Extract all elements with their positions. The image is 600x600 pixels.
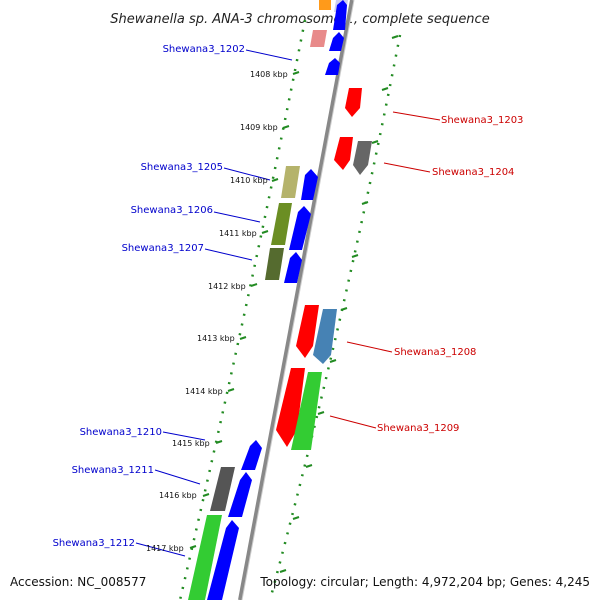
gene-red-1209[interactable] [276, 368, 305, 447]
gene-blue-top-b[interactable] [329, 32, 344, 51]
gene-green-1212[interactable] [188, 515, 222, 600]
gene-gray-1211[interactable] [210, 467, 235, 511]
kbp-label: 1415 kbp [172, 439, 210, 448]
gene-label-reverse[interactable]: Shewana3_1203 [441, 115, 523, 126]
kbp-label: 1412 kbp [208, 282, 246, 291]
gene-partial-pink[interactable] [310, 30, 327, 47]
chromosome-backbone [238, 0, 354, 600]
gene-green-1209b[interactable] [291, 372, 322, 450]
ruler-lines [178, 19, 402, 600]
kbp-label: 1410 kbp [230, 176, 268, 185]
kbp-label: 1408 kbp [250, 70, 288, 79]
kbp-label: 1413 kbp [197, 334, 235, 343]
ruler-ticks-right [279, 35, 399, 573]
gene-red-1203[interactable] [345, 88, 362, 117]
gene-blue-1206b[interactable] [289, 206, 311, 250]
gene-steelblue-1208b[interactable] [313, 309, 337, 364]
gene-olive-1206[interactable] [271, 203, 292, 245]
gene-khaki-1205[interactable] [281, 166, 300, 198]
gene-label-forward[interactable]: Shewana3_1207 [122, 243, 204, 254]
gene-label-forward[interactable]: Shewana3_1206 [131, 205, 213, 216]
kbp-label: 1414 kbp [185, 387, 223, 396]
gene-red-1208[interactable] [296, 305, 319, 358]
kbp-label: 1417 kbp [146, 544, 184, 553]
gene-gray-1204b[interactable] [353, 141, 372, 175]
gene-labels: Shewana3_1202 Shewana3_1203 Shewana3_120… [53, 44, 524, 549]
gene-blue-1202[interactable] [325, 58, 340, 75]
gene-blue-top-a[interactable] [333, 0, 347, 30]
kbp-label: 1411 kbp [219, 229, 257, 238]
gene-label-forward[interactable]: Shewana3_1205 [141, 162, 223, 173]
topology-text: Topology: circular; Length: 4,972,204 bp… [259, 575, 590, 589]
gene-blue-1211b[interactable] [228, 472, 252, 517]
gene-label-reverse[interactable]: Shewana3_1209 [377, 423, 459, 434]
gene-partial-orange[interactable] [319, 0, 331, 10]
outer-left-ruler [178, 19, 307, 600]
gene-olive-1207[interactable] [265, 248, 284, 280]
kbp-label: 1409 kbp [240, 123, 278, 132]
accession-text: Accession: NC_008577 [10, 575, 146, 589]
gene-blue-1210[interactable] [241, 440, 262, 470]
gene-label-forward[interactable]: Shewana3_1210 [80, 427, 162, 438]
gene-label-reverse[interactable]: Shewana3_1204 [432, 167, 514, 178]
leader-lines [135, 49, 441, 557]
gene-label-forward[interactable]: Shewana3_1212 [53, 538, 135, 549]
gene-label-forward[interactable]: Shewana3_1202 [163, 44, 245, 55]
gene-label-reverse[interactable]: Shewana3_1208 [394, 347, 476, 358]
gene-blue-1212b[interactable] [207, 520, 239, 600]
gene-red-1204[interactable] [334, 137, 353, 170]
outer-right-ruler [268, 34, 402, 600]
ruler-ticks-left [189, 71, 300, 549]
gene-blue-1207b[interactable] [284, 252, 302, 283]
kbp-labels: 1408 kbp 1409 kbp 1410 kbp 1411 kbp 1412… [146, 70, 288, 553]
map-title: Shewanella sp. ANA-3 chromosome 1, compl… [110, 12, 489, 27]
gene-blue-1205b[interactable] [301, 169, 318, 200]
kbp-label: 1416 kbp [159, 491, 197, 500]
gene-label-forward[interactable]: Shewana3_1211 [72, 465, 154, 476]
